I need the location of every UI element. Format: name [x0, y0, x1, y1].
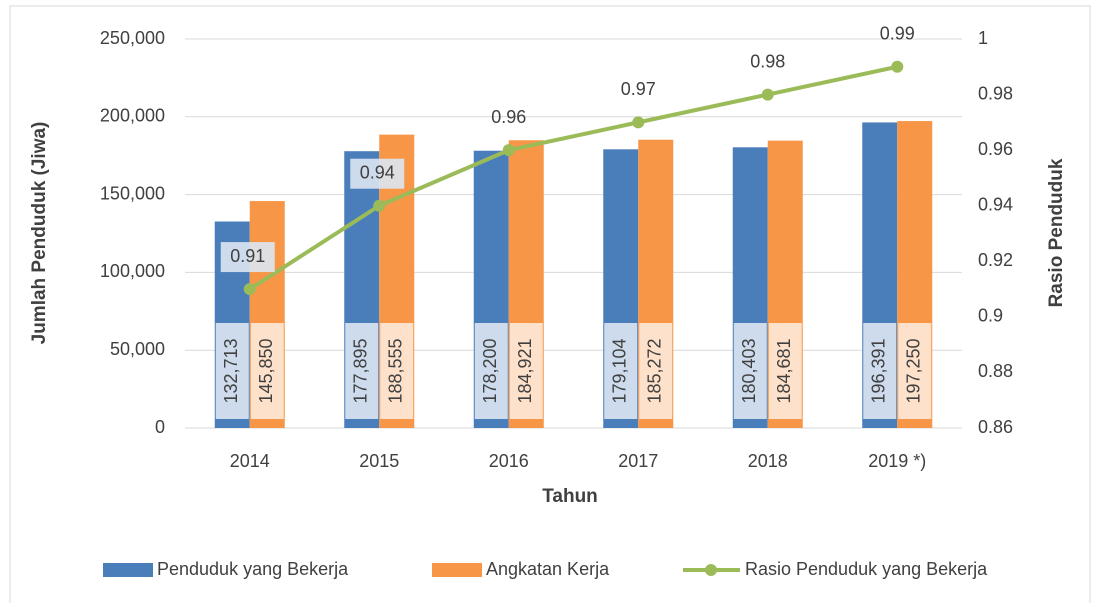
data-label: 184,681 [774, 338, 794, 403]
y-tick-label: 200,000 [100, 106, 165, 126]
legend-label: Rasio Penduduk yang Bekerja [745, 559, 988, 579]
line [248, 64, 898, 291]
data-label: 132,713 [221, 338, 241, 403]
data-label-box [733, 323, 767, 419]
data-label: 0.91 [230, 246, 265, 266]
y-tick-label: 50,000 [110, 339, 165, 359]
data-label: 0.97 [621, 79, 656, 99]
legend-swatch [705, 564, 717, 576]
x-tick-label: 2014 [230, 451, 270, 471]
x-tick-label: 2018 [748, 451, 788, 471]
data-label: 184,921 [515, 338, 535, 403]
data-label: 180,403 [739, 338, 759, 403]
x-tick-label: 2019 *) [868, 451, 926, 471]
data-label-box [639, 323, 673, 419]
x-axis-title: Tahun [542, 486, 598, 507]
data-label: 178,200 [480, 338, 500, 403]
legend-label: Penduduk yang Bekerja [157, 559, 349, 579]
data-label: 0.96 [491, 107, 526, 127]
data-label: 177,895 [351, 338, 371, 403]
y-axis-title: Jumlah Penduduk (Jiwa) [29, 122, 50, 345]
line-point [373, 199, 386, 212]
data-label: 185,272 [645, 338, 665, 403]
y2-tick-label: 0.9 [978, 306, 1003, 326]
x-tick-label: 2015 [359, 451, 399, 471]
data-label-box [474, 323, 508, 419]
data-label-box [215, 323, 249, 419]
legend-label: Angkatan Kerja [486, 559, 610, 579]
y2-tick-label: 1 [978, 28, 988, 48]
y2-tick-label: 0.88 [978, 361, 1013, 381]
line-point [891, 60, 904, 73]
y2-axis-title: Rasio Penduduk [1046, 158, 1067, 307]
data-label-box [220, 242, 275, 273]
data-label-box [898, 323, 932, 419]
data-label: 145,850 [256, 338, 276, 403]
data-label: 196,391 [869, 338, 889, 403]
line-point [502, 144, 515, 157]
data-label: 197,250 [904, 338, 924, 403]
data-label-box [509, 323, 543, 419]
legend-swatch [103, 563, 153, 577]
y-tick-label: 100,000 [100, 261, 165, 281]
y2-tick-label: 0.94 [978, 194, 1013, 214]
data-label-box [350, 158, 405, 189]
data-label: 188,555 [386, 338, 406, 403]
data-label: 179,104 [610, 338, 630, 403]
data-label-box [380, 323, 414, 419]
y2-tick-label: 0.96 [978, 139, 1013, 159]
y2-tick-label: 0.98 [978, 83, 1013, 103]
data-label-box [863, 323, 897, 419]
y2-tick-label: 0.92 [978, 250, 1013, 270]
legend-swatch [432, 563, 482, 577]
data-label-box [250, 323, 284, 419]
y-tick-label: 0 [155, 417, 165, 437]
data-label: 0.94 [360, 162, 395, 182]
chart-border [9, 5, 1091, 603]
x-tick-label: 2017 [618, 451, 658, 471]
data-label-box [604, 323, 638, 419]
y2-tick-label: 0.86 [978, 417, 1013, 437]
data-label: 0.98 [750, 51, 785, 71]
data-label-box [345, 323, 379, 419]
y-tick-label: 250,000 [100, 28, 165, 48]
y-tick-label: 150,000 [100, 183, 165, 203]
data-label-box [768, 323, 802, 419]
x-tick-label: 2016 [489, 451, 529, 471]
line-point [632, 116, 645, 129]
data-label: 0.99 [880, 24, 915, 44]
line-point [761, 88, 774, 101]
line-point [243, 283, 256, 296]
